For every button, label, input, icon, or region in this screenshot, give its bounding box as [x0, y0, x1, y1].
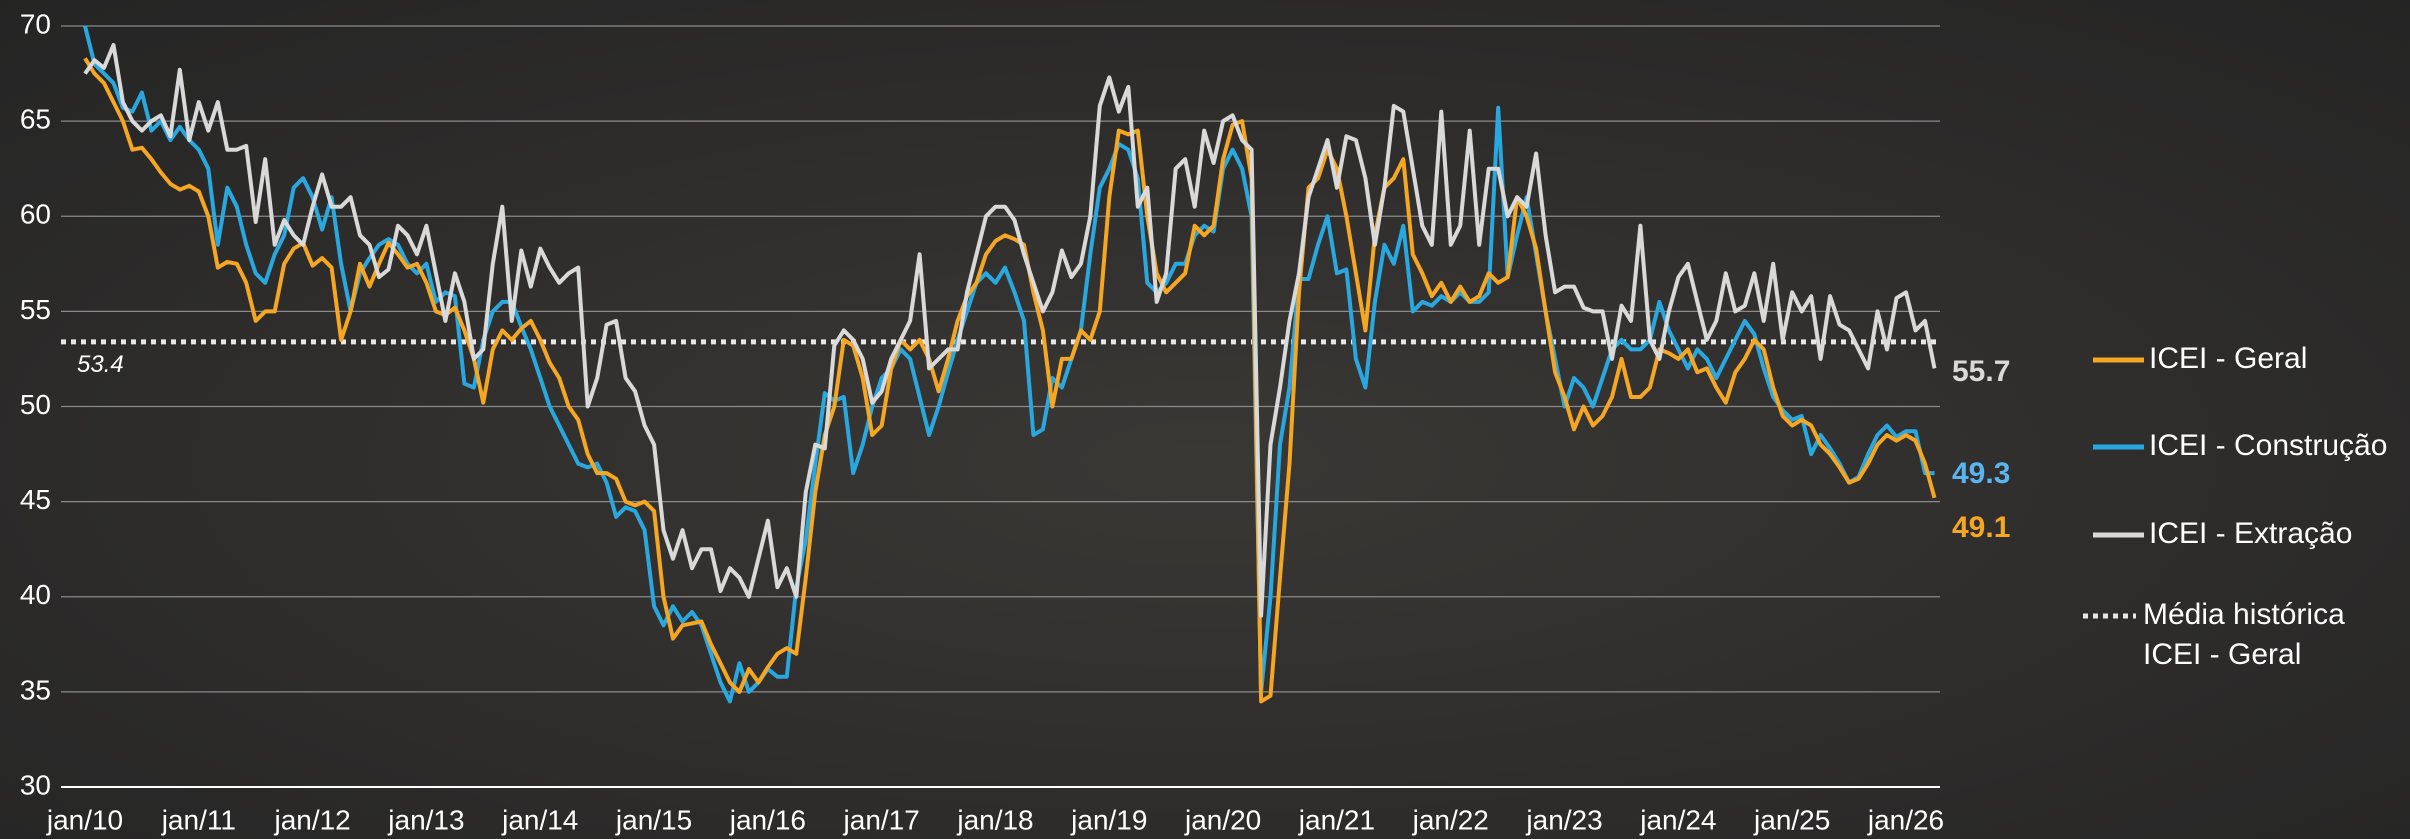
x-tick-label: jan/16 [729, 804, 806, 835]
x-tick-label: jan/15 [615, 804, 692, 835]
y-tick-label: 70 [20, 8, 51, 39]
end-label: 49.1 [1952, 511, 2010, 544]
y-tick-label: 40 [20, 579, 51, 610]
legend-label: ICEI - Geral [2143, 638, 2301, 671]
x-tick-label: jan/25 [1753, 804, 1830, 835]
x-tick-label: jan/26 [1867, 804, 1944, 835]
reference-label: 53.4 [77, 351, 124, 378]
y-tick-label: 30 [20, 769, 51, 800]
x-tick-label: jan/22 [1412, 804, 1489, 835]
x-tick-label: jan/11 [161, 804, 236, 835]
y-tick-label: 45 [20, 484, 51, 515]
end-label: 49.3 [1952, 457, 2010, 490]
y-tick-label: 35 [20, 674, 51, 705]
legend-label: ICEI - Extração [2149, 517, 2352, 550]
y-tick-label: 65 [20, 104, 51, 135]
y-tick-label: 60 [20, 199, 51, 230]
x-tick-label: jan/20 [1184, 804, 1261, 835]
x-tick-label: jan/21 [1298, 804, 1375, 835]
x-tick-label: jan/13 [387, 804, 464, 835]
background [0, 0, 2410, 839]
x-tick-label: jan/10 [46, 804, 123, 835]
legend-label: ICEI - Construção [2149, 429, 2387, 462]
chart: 30 35 40 45 50 55 60 65 70 jan/10 jan/11 jan/12 jan/… [0, 0, 2410, 839]
x-tick-label: jan/12 [273, 804, 350, 835]
y-tick-label: 55 [20, 294, 51, 325]
x-tick-label: jan/14 [501, 804, 578, 835]
x-tick-label: jan/24 [1639, 804, 1716, 835]
x-tick-label: jan/17 [843, 804, 920, 835]
end-label: 55.7 [1952, 355, 2010, 388]
x-tick-label: jan/23 [1525, 804, 1602, 835]
page: {"chart_data": {"type": "line", "categor… [0, 0, 2410, 839]
legend-label: Média histórica [2143, 598, 2345, 631]
x-tick-label: jan/18 [956, 804, 1033, 835]
x-tick-label: jan/19 [1070, 804, 1147, 835]
legend-label: ICEI - Geral [2149, 342, 2307, 375]
y-tick-label: 50 [20, 389, 51, 420]
